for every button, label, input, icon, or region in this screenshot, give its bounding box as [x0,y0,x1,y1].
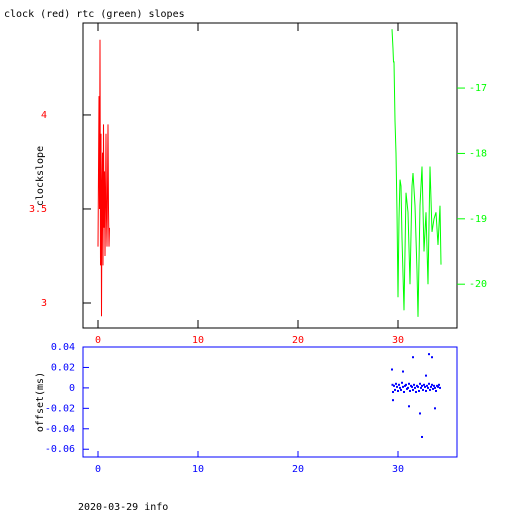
point [426,384,428,387]
point [433,384,435,387]
y-axis-label: clockslope [35,146,46,206]
point [425,374,427,377]
point [414,386,416,389]
y-tick-label: 3 [41,298,47,309]
point [394,388,396,391]
point [392,390,394,393]
point [391,368,393,371]
point [402,370,404,373]
y-tick-label: -0.04 [45,424,75,435]
point [430,385,432,388]
plot-frame [82,346,458,458]
point [421,384,423,387]
point [438,383,440,386]
point [412,356,414,359]
y-tick-label: 0.02 [51,362,75,373]
point [432,387,434,390]
point [416,384,418,387]
y-axis-label: offset(ms) [35,372,46,432]
point [428,382,430,385]
y2-tick-label: -19 [469,214,487,225]
point [437,385,439,388]
point [391,383,394,386]
point [436,384,438,387]
point [425,389,427,392]
point [427,386,429,389]
point [409,389,411,392]
point [422,388,424,391]
y-tick-label: 0.04 [51,342,75,353]
y-tick-label: -0.06 [45,444,75,455]
point [408,405,410,408]
point [392,399,394,402]
x-tick-label: 20 [292,464,304,475]
point [399,386,401,389]
x-tick-label: 0 [95,464,101,475]
point [435,389,437,392]
plot-frame [82,22,458,329]
point [421,435,423,438]
point [431,383,433,386]
point [401,381,403,384]
point [397,389,399,392]
x-tick-label: 0 [95,335,101,346]
point [396,385,398,388]
data-line [97,39,110,317]
point [405,383,407,386]
point [403,390,405,393]
point [418,389,420,392]
point [395,382,397,385]
point [417,385,419,388]
point [419,412,421,415]
point [413,383,415,386]
point [408,382,410,385]
point [393,384,395,387]
point [419,382,421,385]
point [406,387,408,390]
point [415,390,417,393]
x-tick-label: 30 [392,335,404,346]
point [434,407,436,410]
x-tick-label: 10 [192,464,204,475]
point [412,388,414,391]
point [398,383,400,386]
y-tick-label: -0.02 [45,403,75,414]
point [404,384,406,387]
y-tick-label: 3.5 [29,204,47,215]
chart-title: clock (red) rtc (green) slopes [4,9,185,20]
point [410,384,412,387]
y-tick-label: 0 [69,383,75,394]
point [423,383,425,386]
footer: 2020-03-29 info [78,502,168,512]
y2-tick-label: -18 [469,148,487,159]
y2-tick-label: -20 [469,279,487,290]
point [434,386,436,389]
data-line [391,29,442,317]
point [411,385,413,388]
point [429,388,431,391]
point [424,385,426,388]
point [428,353,430,356]
point [439,386,441,389]
x-tick-label: 20 [292,335,304,346]
point [407,386,409,389]
x-tick-label: 10 [192,335,204,346]
y2-tick-label: -17 [469,83,487,94]
point [402,385,404,388]
point [431,356,433,359]
x-tick-label: 30 [392,464,404,475]
point [420,386,422,389]
point [400,388,402,391]
y-tick-label: 4 [41,110,47,121]
